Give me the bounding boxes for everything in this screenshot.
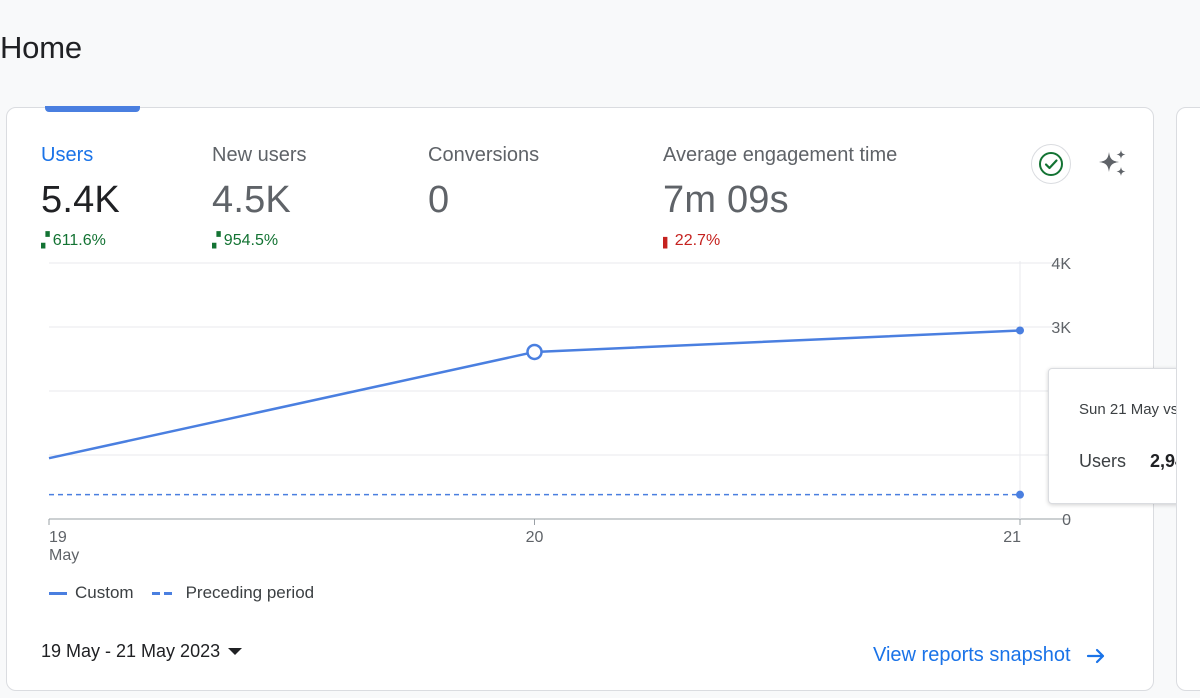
metric-conversions[interactable]: Conversions 0 (428, 144, 539, 222)
page-title: Home (0, 30, 82, 65)
insights-check-button[interactable] (1031, 144, 1071, 184)
sparkle-icon (1099, 150, 1126, 176)
metric-value: 0 (428, 179, 450, 221)
metric-value: 4.5K (212, 179, 291, 221)
caret-down-icon (228, 648, 243, 655)
chart-tooltip: Sun 21 May vs S Users 2,946 (1048, 368, 1200, 504)
series-point-preceding (1016, 490, 1024, 499)
x-tick-label: 20 (526, 529, 544, 546)
x-tick-label: 21 (1003, 529, 1021, 546)
series-point-custom (1016, 326, 1024, 335)
metric-label: Average engagement time (663, 144, 898, 166)
metric-value: 5.4K (41, 179, 120, 221)
metric-label: Users (41, 144, 94, 166)
x-tick-label: 19 (49, 529, 67, 546)
secondary-card (1176, 107, 1200, 691)
metric-delta: 🬓 22.7% (663, 232, 721, 249)
metric-label: New users (212, 144, 307, 166)
metric-users[interactable]: Users 5.4K 🬑 611.6% (41, 144, 120, 250)
metric-delta: 🬑 611.6% (41, 232, 106, 249)
y-tick-label: 3K (1051, 320, 1071, 337)
metric-label: Conversions (428, 144, 540, 166)
series-point-highlighted (526, 343, 543, 361)
metric-avg-engagement[interactable]: Average engagement time 7m 09s 🬓 22.7% (663, 144, 897, 250)
chart-series (48, 326, 1024, 499)
y-tick-label: 0 (1062, 512, 1071, 529)
check-circle-icon (1039, 152, 1063, 176)
active-tab-indicator (45, 106, 140, 112)
x-month-label: May (49, 547, 79, 564)
metric-value: 7m 09s (663, 179, 789, 221)
chart-gridlines (49, 261, 1069, 520)
tooltip-metric: Users (1079, 451, 1127, 471)
date-range-selector[interactable]: 19 May - 21 May 2023 (41, 641, 243, 662)
arrow-down-icon: 🬓 (663, 232, 672, 249)
chart-legend: Custom Preceding period (49, 583, 332, 603)
legend-item-custom: Custom (49, 583, 134, 603)
legend-item-preceding: Preceding period (151, 583, 314, 603)
y-tick-label: 4K (1051, 256, 1071, 273)
metric-delta: 🬑 954.5% (212, 232, 279, 249)
arrow-up-icon: 🬑 (41, 232, 50, 249)
insights-sparkle-button[interactable] (1093, 144, 1133, 184)
view-link-label: View reports snapshot (873, 644, 1071, 666)
metric-new-users[interactable]: New users 4.5K 🬑 954.5% (212, 144, 306, 250)
date-range-label: 19 May - 21 May 2023 (41, 641, 221, 661)
arrow-right-icon (1086, 648, 1104, 663)
arrow-up-icon: 🬑 (212, 232, 221, 249)
view-reports-snapshot-link[interactable]: View reports snapshot (873, 644, 1107, 667)
overview-card: Users 5.4K 🬑 611.6% New users 4.5K 🬑 954.5… (6, 106, 1200, 691)
tooltip-title: Sun 21 May vs S (1079, 401, 1193, 418)
chart-x-axis: 19 20 21 May (48, 519, 1021, 564)
